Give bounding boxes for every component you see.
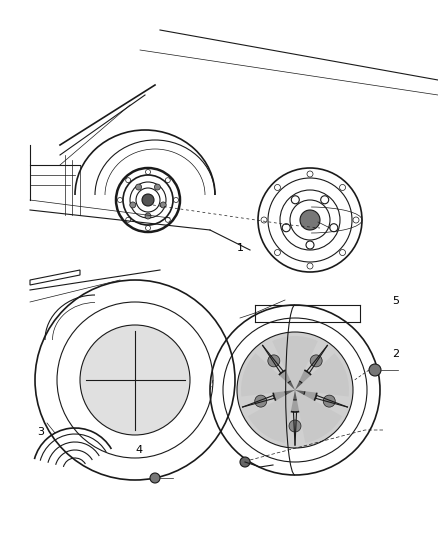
- Text: 1: 1: [237, 243, 244, 253]
- Circle shape: [300, 210, 320, 230]
- Circle shape: [285, 380, 305, 400]
- Text: 3: 3: [37, 427, 44, 437]
- Wedge shape: [248, 390, 295, 443]
- Circle shape: [136, 184, 141, 190]
- Circle shape: [145, 213, 151, 219]
- Text: 4: 4: [136, 446, 143, 455]
- Circle shape: [155, 184, 160, 190]
- Wedge shape: [241, 353, 295, 397]
- Wedge shape: [295, 353, 349, 397]
- Circle shape: [255, 395, 267, 407]
- Circle shape: [237, 332, 353, 448]
- Circle shape: [160, 202, 166, 208]
- Circle shape: [273, 368, 317, 412]
- Circle shape: [240, 457, 250, 467]
- Circle shape: [130, 202, 136, 208]
- Circle shape: [289, 420, 301, 432]
- Wedge shape: [295, 390, 342, 443]
- Text: 2: 2: [392, 350, 399, 359]
- Circle shape: [142, 194, 154, 206]
- Circle shape: [323, 395, 335, 407]
- Circle shape: [310, 355, 322, 367]
- Text: 5: 5: [392, 296, 399, 306]
- Circle shape: [80, 325, 190, 435]
- Circle shape: [150, 473, 160, 483]
- Wedge shape: [272, 336, 318, 390]
- Circle shape: [369, 364, 381, 376]
- Circle shape: [268, 355, 280, 367]
